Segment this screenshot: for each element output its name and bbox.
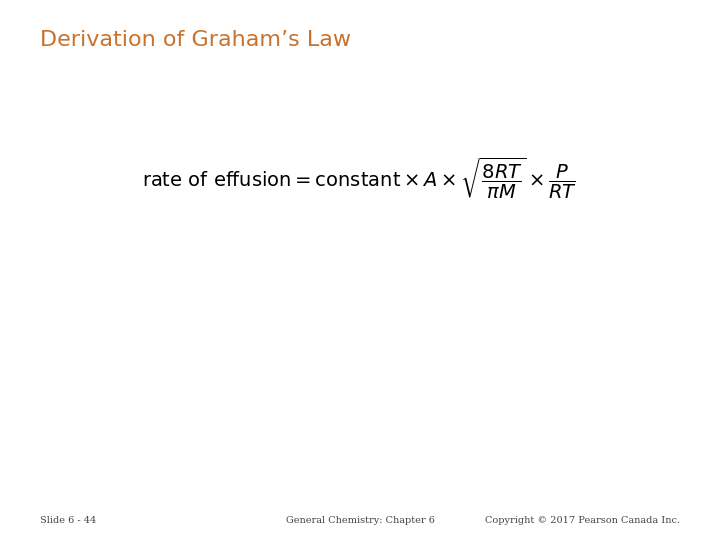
Text: General Chemistry: Chapter 6: General Chemistry: Chapter 6 — [286, 516, 434, 525]
Text: Derivation of Graham’s Law: Derivation of Graham’s Law — [40, 30, 351, 50]
Text: Copyright © 2017 Pearson Canada Inc.: Copyright © 2017 Pearson Canada Inc. — [485, 516, 680, 525]
Text: Slide 6 - 44: Slide 6 - 44 — [40, 516, 96, 525]
Text: $\mathrm{rate\ of\ effusion} = \mathrm{constant} \times A \times \sqrt{\dfrac{8R: $\mathrm{rate\ of\ effusion} = \mathrm{c… — [143, 156, 577, 201]
